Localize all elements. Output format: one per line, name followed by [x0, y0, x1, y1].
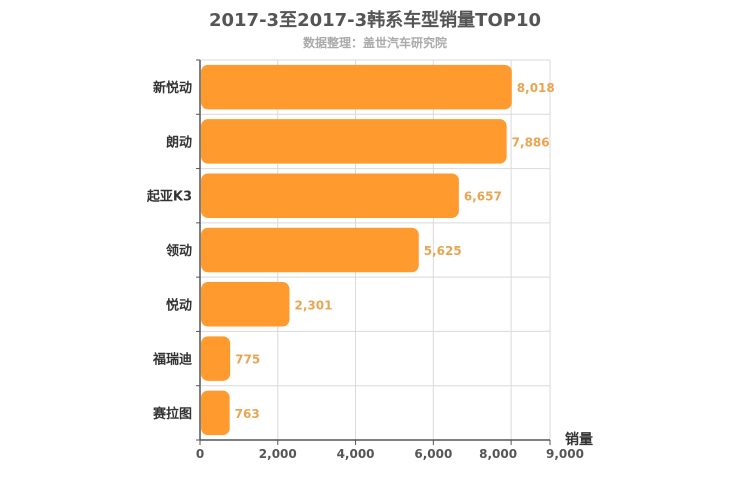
category-label: 悦动	[166, 297, 192, 313]
x-tick-label: 4,000	[337, 447, 375, 461]
value-label: 763	[235, 407, 260, 421]
x-tick-label: 2,000	[259, 447, 297, 461]
bar	[201, 173, 459, 218]
bar	[201, 227, 419, 273]
x-tick-label: 6,000	[414, 447, 452, 461]
bar	[201, 282, 290, 327]
value-label: 775	[235, 353, 260, 367]
category-label: 福瑞迪	[152, 352, 192, 368]
chart-subtitle: 数据整理：盖世汽车研究院	[302, 36, 447, 50]
category-label: 领动	[166, 243, 192, 259]
chart-title: 2017-3至2017-3韩系车型销量TOP10	[208, 10, 541, 31]
value-label: 6,657	[464, 190, 502, 204]
bar	[201, 64, 512, 110]
category-label: 起亚K3	[146, 189, 192, 205]
x-tick-label: 0	[196, 447, 204, 461]
x-tick-label: 9,000	[546, 447, 584, 461]
labels: 新悦动 8,018 朗动 7,886 起亚K3 6,657 领动 5,625 悦动 2,301 福瑞…	[146, 80, 584, 461]
value-label: 8,018	[517, 81, 555, 95]
bar	[201, 119, 507, 164]
bar	[201, 336, 231, 381]
value-label: 2,301	[294, 298, 332, 312]
category-label: 朗动	[166, 134, 192, 150]
bar	[201, 390, 230, 436]
category-label: 新悦动	[153, 80, 192, 96]
x-tick-label: 8,000	[479, 447, 517, 461]
value-label: 5,625	[424, 244, 462, 258]
bars	[201, 64, 512, 436]
value-label: 7,886	[512, 135, 550, 149]
category-label: 赛拉图	[152, 406, 192, 422]
x-axis-title: 销量	[565, 431, 593, 448]
axes	[196, 59, 551, 445]
